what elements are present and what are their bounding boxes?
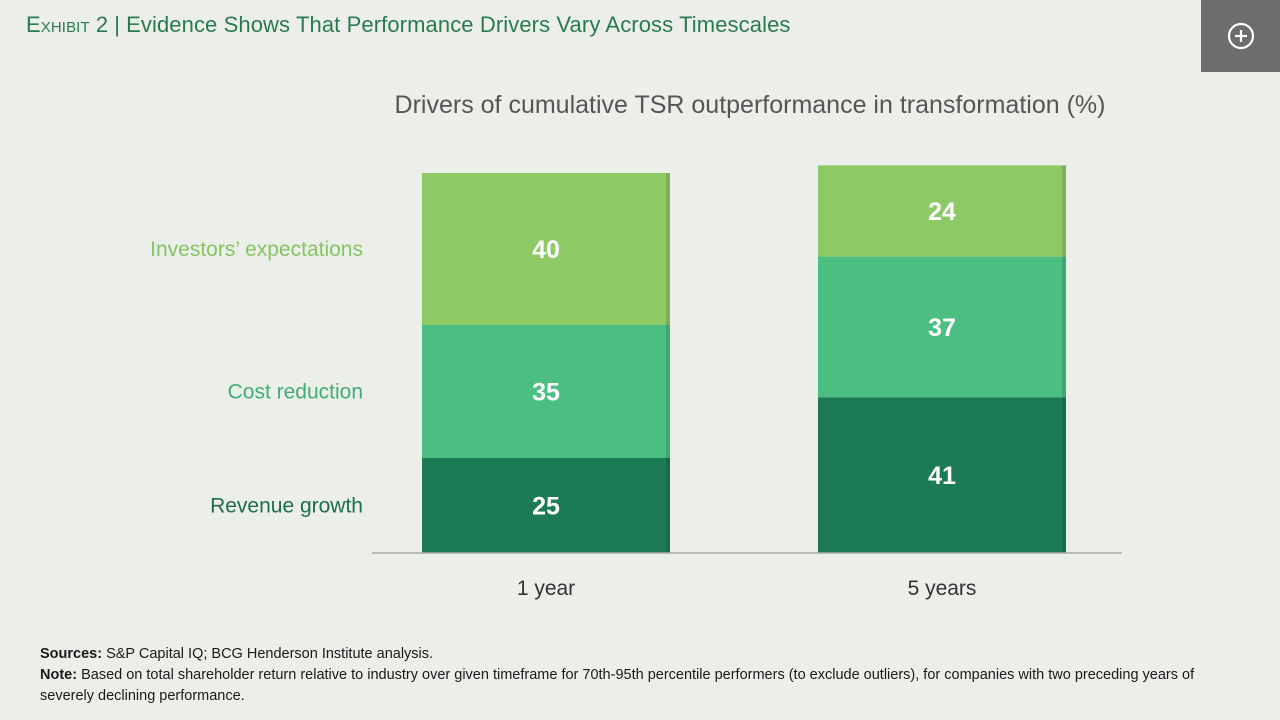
expand-button[interactable] (1201, 0, 1280, 72)
bar-segment-shade (666, 173, 670, 325)
sources-text: S&P Capital IQ; BCG Henderson Institute … (106, 646, 434, 662)
data-label: 40 (532, 236, 560, 264)
data-label: 41 (928, 462, 956, 490)
bar-segment (422, 458, 670, 553)
bar-segment (422, 325, 670, 458)
bar-segment-shade (1062, 256, 1066, 398)
note-label: Note: (40, 667, 78, 683)
sources-line: Sources: S&P Capital IQ; BCG Henderson I… (40, 644, 1240, 665)
legend-label: Investors’ expectations (150, 238, 363, 261)
data-label: 37 (928, 314, 956, 342)
data-label: 24 (928, 198, 956, 226)
data-label: 35 (532, 379, 560, 407)
x-tick-label: 5 years (908, 577, 977, 600)
sources-label: Sources: (40, 646, 103, 662)
bar-segment-shade (1062, 165, 1066, 257)
exhibit-label: Exhibit 2 (26, 12, 109, 37)
bar-segment-shade (666, 458, 670, 553)
bar-segment (818, 397, 1066, 553)
data-label: 25 (532, 493, 560, 521)
plus-circle-icon (1227, 22, 1254, 50)
bar-segment-shade (666, 325, 670, 458)
note-line: Note: Based on total shareholder return … (40, 665, 1240, 707)
note-text: Based on total shareholder return relati… (40, 667, 1195, 704)
exhibit-header: Exhibit 2 | Evidence Shows That Performanc… (26, 12, 791, 44)
chart-title: Drivers of cumulative TSR outperformance… (395, 91, 1106, 119)
bar-segment (818, 256, 1066, 398)
legend-label: Revenue growth (210, 495, 363, 518)
footnotes: Sources: S&P Capital IQ; BCG Henderson I… (40, 644, 1240, 707)
exhibit-title: Evidence Shows That Performance Drivers … (126, 12, 791, 37)
x-tick-label: 1 year (517, 577, 575, 600)
header-separator: | (114, 12, 121, 37)
stacked-bar-chart: Drivers of cumulative TSR outperformance… (150, 91, 1122, 600)
bar-segment-shade (1062, 397, 1066, 553)
legend-label: Cost reduction (228, 381, 363, 404)
bar-segment (818, 165, 1066, 257)
bar-segment (422, 173, 670, 325)
